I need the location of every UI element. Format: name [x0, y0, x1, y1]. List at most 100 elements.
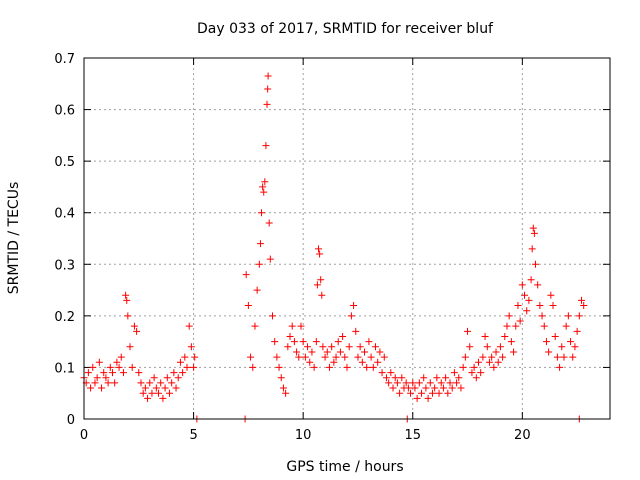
data-point [165, 389, 173, 397]
data-point [244, 302, 252, 310]
data-point [312, 338, 320, 346]
data-point [319, 343, 327, 351]
y-tick-label: 0 [67, 413, 75, 428]
data-point [545, 348, 553, 356]
y-tick-label: 0.7 [54, 52, 75, 67]
data-point [527, 276, 535, 284]
data-point [496, 343, 504, 351]
data-point [530, 229, 538, 237]
data-point [431, 384, 439, 392]
data-point [468, 369, 476, 377]
data-point [261, 178, 269, 186]
data-point [455, 374, 463, 382]
data-point [385, 379, 393, 387]
data-point [334, 338, 342, 346]
data-marks [80, 72, 588, 423]
data-point [249, 363, 257, 371]
data-point [499, 353, 507, 361]
data-point [106, 363, 114, 371]
data-point [418, 389, 426, 397]
data-point [483, 343, 491, 351]
x-axis-label: GPS time / hours [286, 459, 403, 475]
data-point [330, 358, 338, 366]
data-point [84, 369, 92, 377]
data-point [242, 271, 250, 279]
data-point [176, 358, 184, 366]
data-point [396, 389, 404, 397]
data-point [304, 343, 312, 351]
data-point [369, 363, 377, 371]
x-tick-label: 10 [295, 428, 312, 443]
data-point [318, 291, 326, 299]
data-point [358, 358, 366, 366]
data-point [531, 260, 539, 268]
data-point [505, 312, 513, 320]
y-tick-label: 0.6 [54, 104, 75, 119]
data-point [179, 369, 187, 377]
y-tick-label: 0.3 [54, 258, 75, 273]
data-point [481, 332, 489, 340]
data-point [501, 332, 509, 340]
data-point [492, 348, 500, 356]
data-point [317, 276, 325, 284]
data-point [354, 353, 362, 361]
data-point [470, 363, 478, 371]
data-point [332, 353, 340, 361]
data-point [514, 302, 522, 310]
data-point [380, 353, 388, 361]
data-point [549, 302, 557, 310]
data-point [571, 343, 579, 351]
data-point [275, 363, 283, 371]
data-point [273, 353, 281, 361]
data-point [259, 183, 267, 191]
data-point [341, 353, 349, 361]
data-point [139, 389, 147, 397]
data-point [148, 389, 156, 397]
data-point [363, 363, 371, 371]
data-point [461, 353, 469, 361]
x-tick-label: 20 [514, 428, 531, 443]
data-point [542, 338, 550, 346]
y-tick-label: 0.2 [54, 310, 75, 325]
data-point [459, 363, 467, 371]
data-point [391, 374, 399, 382]
data-point [521, 291, 529, 299]
data-point [564, 312, 572, 320]
data-point [448, 384, 456, 392]
data-point [528, 245, 536, 253]
data-point [282, 389, 290, 397]
data-point [567, 338, 575, 346]
data-point [98, 384, 106, 392]
data-point [433, 374, 441, 382]
data-point [266, 255, 274, 263]
data-point [347, 312, 355, 320]
data-point [297, 322, 305, 330]
data-point [288, 322, 296, 330]
data-point [367, 353, 375, 361]
data-point [510, 348, 518, 356]
data-point [263, 100, 271, 108]
data-point [256, 240, 264, 248]
data-point [290, 338, 298, 346]
data-point [295, 353, 303, 361]
data-point [387, 369, 395, 377]
data-point [308, 348, 316, 356]
data-point [525, 296, 533, 304]
y-tick-label: 0.1 [54, 361, 75, 376]
data-point [264, 72, 272, 80]
data-point [446, 379, 454, 387]
data-point [389, 384, 397, 392]
data-point [485, 358, 493, 366]
data-point [407, 389, 415, 397]
data-point [111, 379, 119, 387]
data-point [264, 85, 272, 93]
data-point [374, 358, 382, 366]
data-point [328, 343, 336, 351]
data-point [518, 281, 526, 289]
data-point [442, 374, 450, 382]
data-point [538, 312, 546, 320]
data-point [191, 353, 199, 361]
data-point [161, 384, 169, 392]
chart-title: Day 033 of 2017, SRMTID for receiver blu… [197, 21, 494, 37]
data-point [378, 369, 386, 377]
